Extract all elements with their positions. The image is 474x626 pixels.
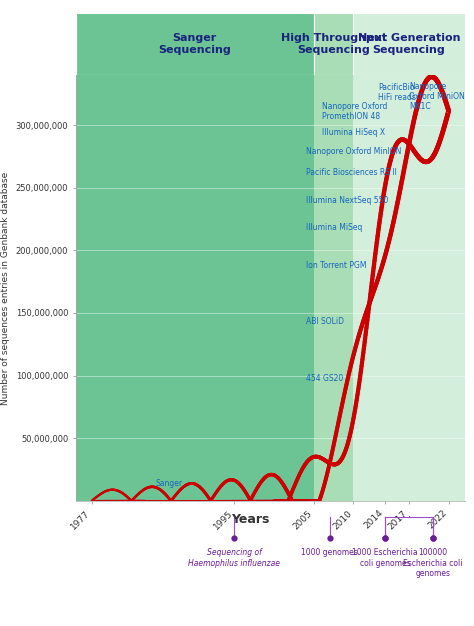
Text: PacificBio
HiFi reads: PacificBio HiFi reads [378, 83, 416, 102]
Y-axis label: Number of sequences entries in Genbank database: Number of sequences entries in Genbank d… [1, 172, 10, 404]
Text: Sequencing of
Haemophilus influenzae: Sequencing of Haemophilus influenzae [189, 548, 281, 568]
Bar [354, 75, 465, 501]
Text: Sanger
Sequencing: Sanger Sequencing [158, 33, 231, 55]
Text: Illumina MiSeq: Illumina MiSeq [306, 223, 362, 232]
Text: 1000 genomes: 1000 genomes [301, 548, 358, 557]
Bar [76, 13, 314, 75]
Text: 1000 Escherichia
coli genomes: 1000 Escherichia coli genomes [352, 548, 418, 568]
Text: Nanopore Oxford MinION: Nanopore Oxford MinION [306, 147, 401, 156]
Text: Next Generation
Sequencing: Next Generation Sequencing [358, 33, 460, 55]
Text: Illumina NextSeq 550: Illumina NextSeq 550 [306, 196, 388, 205]
Text: 454 GS20: 454 GS20 [306, 374, 343, 382]
Text: Nanopore
Oxford MiniON
MK1C: Nanopore Oxford MiniON MK1C [409, 81, 465, 111]
Bar [314, 13, 354, 75]
Text: ABI SOLiD: ABI SOLiD [306, 317, 344, 326]
Bar [354, 13, 465, 75]
Text: Illumina HiSeq X: Illumina HiSeq X [322, 128, 385, 137]
Text: 100000
Escherichia coli
genomes: 100000 Escherichia coli genomes [403, 548, 463, 578]
Text: Nanopore Oxford
PromethION 48: Nanopore Oxford PromethION 48 [322, 102, 387, 121]
Bar [314, 75, 354, 501]
Text: High Throughput
Sequencing: High Throughput Sequencing [281, 33, 387, 55]
Bar [76, 75, 314, 501]
Text: Pacific Biosciences RS II: Pacific Biosciences RS II [306, 168, 397, 177]
Text: Ion Torrent PGM: Ion Torrent PGM [306, 261, 366, 270]
Text: Sanger: Sanger [155, 479, 182, 488]
Text: Years: Years [232, 513, 270, 526]
